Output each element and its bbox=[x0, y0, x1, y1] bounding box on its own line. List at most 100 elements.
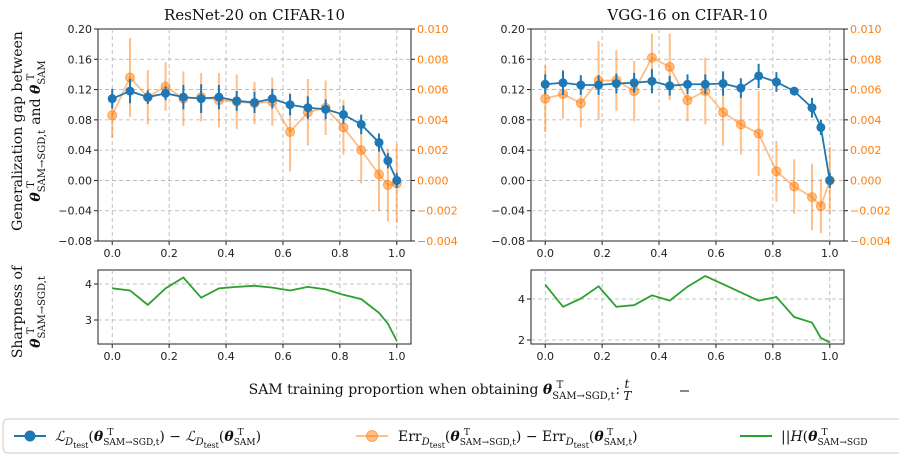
loss-point bbox=[196, 94, 206, 104]
sharpness-x-tick-label: 0.4 bbox=[217, 350, 235, 363]
y2-tick-label: 0.006 bbox=[850, 84, 882, 97]
loss-point bbox=[143, 92, 153, 102]
loss-point bbox=[647, 76, 657, 86]
sharpness-y-tick-label: 4 bbox=[85, 278, 92, 291]
y-tick-label: 0.16 bbox=[501, 53, 526, 66]
y2-tick-label: −0.002 bbox=[417, 205, 458, 218]
err-point bbox=[753, 128, 764, 139]
panel-title: ResNet-20 on CIFAR-10 bbox=[164, 6, 345, 24]
sharpness-x-tick-label: 0.6 bbox=[274, 350, 292, 363]
loss-point bbox=[683, 79, 692, 89]
y-tick-label: 0.04 bbox=[68, 144, 93, 157]
y2-tick-label: 0.010 bbox=[417, 23, 449, 36]
loss-point bbox=[321, 104, 331, 114]
top-plot-frame bbox=[530, 28, 845, 242]
sharpness-x-tick-label: 0.4 bbox=[650, 350, 668, 363]
x-tick-label: 0.6 bbox=[707, 247, 725, 260]
sharpness-x-tick-label: 0.0 bbox=[536, 350, 554, 363]
err-point bbox=[718, 107, 729, 118]
panel-title: VGG-16 on CIFAR-10 bbox=[606, 6, 767, 24]
sharpness-y-tick-label: 2 bbox=[518, 334, 525, 347]
err-point bbox=[338, 122, 349, 133]
loss-point bbox=[771, 77, 781, 87]
y2-tick-label: 0.004 bbox=[850, 114, 882, 127]
y2-tick-label: −0.004 bbox=[850, 235, 891, 248]
loss-point bbox=[754, 71, 764, 81]
y-tick-label: 0.20 bbox=[68, 23, 93, 36]
ylabel-sharpness-line1: Sharpness of bbox=[10, 264, 26, 358]
loss-point bbox=[356, 119, 366, 129]
err-point bbox=[107, 110, 118, 121]
x-tick-label: 0.8 bbox=[764, 247, 782, 260]
loss-point bbox=[576, 80, 586, 90]
loss-point bbox=[285, 100, 295, 110]
loss-point bbox=[594, 80, 604, 90]
x-tick-label: 0.2 bbox=[593, 247, 611, 260]
loss-point bbox=[789, 86, 799, 96]
err-point bbox=[373, 169, 384, 180]
y-tick-label: 0.08 bbox=[68, 114, 93, 127]
y-tick-label: 0.12 bbox=[68, 84, 93, 97]
y2-tick-label: 0.002 bbox=[417, 144, 449, 157]
err-point bbox=[356, 145, 367, 156]
x-tick-label: 0.6 bbox=[274, 247, 292, 260]
loss-point bbox=[629, 78, 639, 88]
y-tick-label: −0.04 bbox=[58, 205, 92, 218]
y-tick-label: 0.08 bbox=[501, 114, 526, 127]
loss-point bbox=[718, 79, 728, 89]
sharpness-plot-frame bbox=[97, 269, 412, 345]
loss-point bbox=[392, 175, 402, 185]
err-point bbox=[646, 52, 657, 63]
loss-point bbox=[125, 86, 135, 96]
loss-point bbox=[161, 88, 171, 98]
y-tick-label: −0.08 bbox=[491, 235, 525, 248]
err-point bbox=[771, 166, 782, 177]
loss-point bbox=[214, 92, 224, 102]
err-point bbox=[735, 119, 746, 130]
y2-tick-label: −0.004 bbox=[417, 235, 458, 248]
y-tick-label: −0.08 bbox=[58, 235, 92, 248]
loss-point bbox=[338, 110, 348, 120]
y2-tick-label: 0.010 bbox=[850, 23, 882, 36]
y2-tick-label: 0.000 bbox=[850, 174, 882, 187]
panel-2: VGG-16 on CIFAR-10−0.08−0.040.000.040.08… bbox=[491, 6, 890, 363]
sharpness-x-tick-label: 0.8 bbox=[331, 350, 349, 363]
loss-point bbox=[267, 94, 277, 104]
sharpness-x-tick-label: 0.2 bbox=[160, 350, 178, 363]
ylabel-gap-line1: Generalization gap between bbox=[10, 31, 26, 231]
loss-point bbox=[250, 97, 259, 107]
loss-point bbox=[825, 175, 835, 185]
sharpness-line bbox=[112, 276, 398, 342]
legend-entry-loss-gap: ℒDtest(θSAM→SGD,tT) − ℒDtest(θSAMT) bbox=[14, 428, 261, 450]
x-tick-label: 1.0 bbox=[821, 247, 839, 260]
loss-point bbox=[816, 122, 826, 132]
x-tick-label: 1.0 bbox=[388, 247, 406, 260]
loss-point bbox=[807, 103, 817, 113]
sharpness-y-tick-label: 4 bbox=[518, 293, 525, 306]
loss-point bbox=[700, 79, 710, 89]
ylabel-sharpness-line2: θSAM→SGD,tT bbox=[26, 276, 48, 348]
panel-1: ResNet-20 on CIFAR-10−0.08−0.040.000.040… bbox=[58, 6, 457, 363]
top-plot-frame bbox=[97, 28, 412, 242]
sharpness-plot-frame bbox=[530, 269, 845, 345]
x-tick-label: 0.4 bbox=[650, 247, 668, 260]
sharpness-x-tick-label: 0.2 bbox=[593, 350, 611, 363]
err-point bbox=[575, 98, 586, 109]
y2-tick-label: 0.000 bbox=[417, 174, 449, 187]
x-tick-label: 0.2 bbox=[160, 247, 178, 260]
loss-point bbox=[232, 96, 242, 106]
err-point bbox=[285, 126, 296, 137]
sharpness-x-tick-label: 0.6 bbox=[707, 350, 725, 363]
err-point bbox=[682, 95, 693, 106]
svg-text:ℒDtest(θSAM→SGD,tT) − ℒDtest(θ: ℒDtest(θSAM→SGD,tT) − ℒDtest(θSAMT) bbox=[55, 428, 261, 450]
panels-group: ResNet-20 on CIFAR-10−0.08−0.040.000.040… bbox=[58, 6, 890, 363]
y-tick-label: 0.04 bbox=[501, 144, 526, 157]
err-point bbox=[540, 93, 551, 104]
loss-point bbox=[736, 83, 746, 93]
y-tick-label: 0.20 bbox=[501, 23, 526, 36]
y2-tick-label: 0.006 bbox=[417, 84, 449, 97]
y2-tick-label: 0.002 bbox=[850, 144, 882, 157]
err-point bbox=[806, 192, 817, 203]
loss-point bbox=[558, 78, 568, 88]
sharpness-line bbox=[544, 275, 831, 344]
